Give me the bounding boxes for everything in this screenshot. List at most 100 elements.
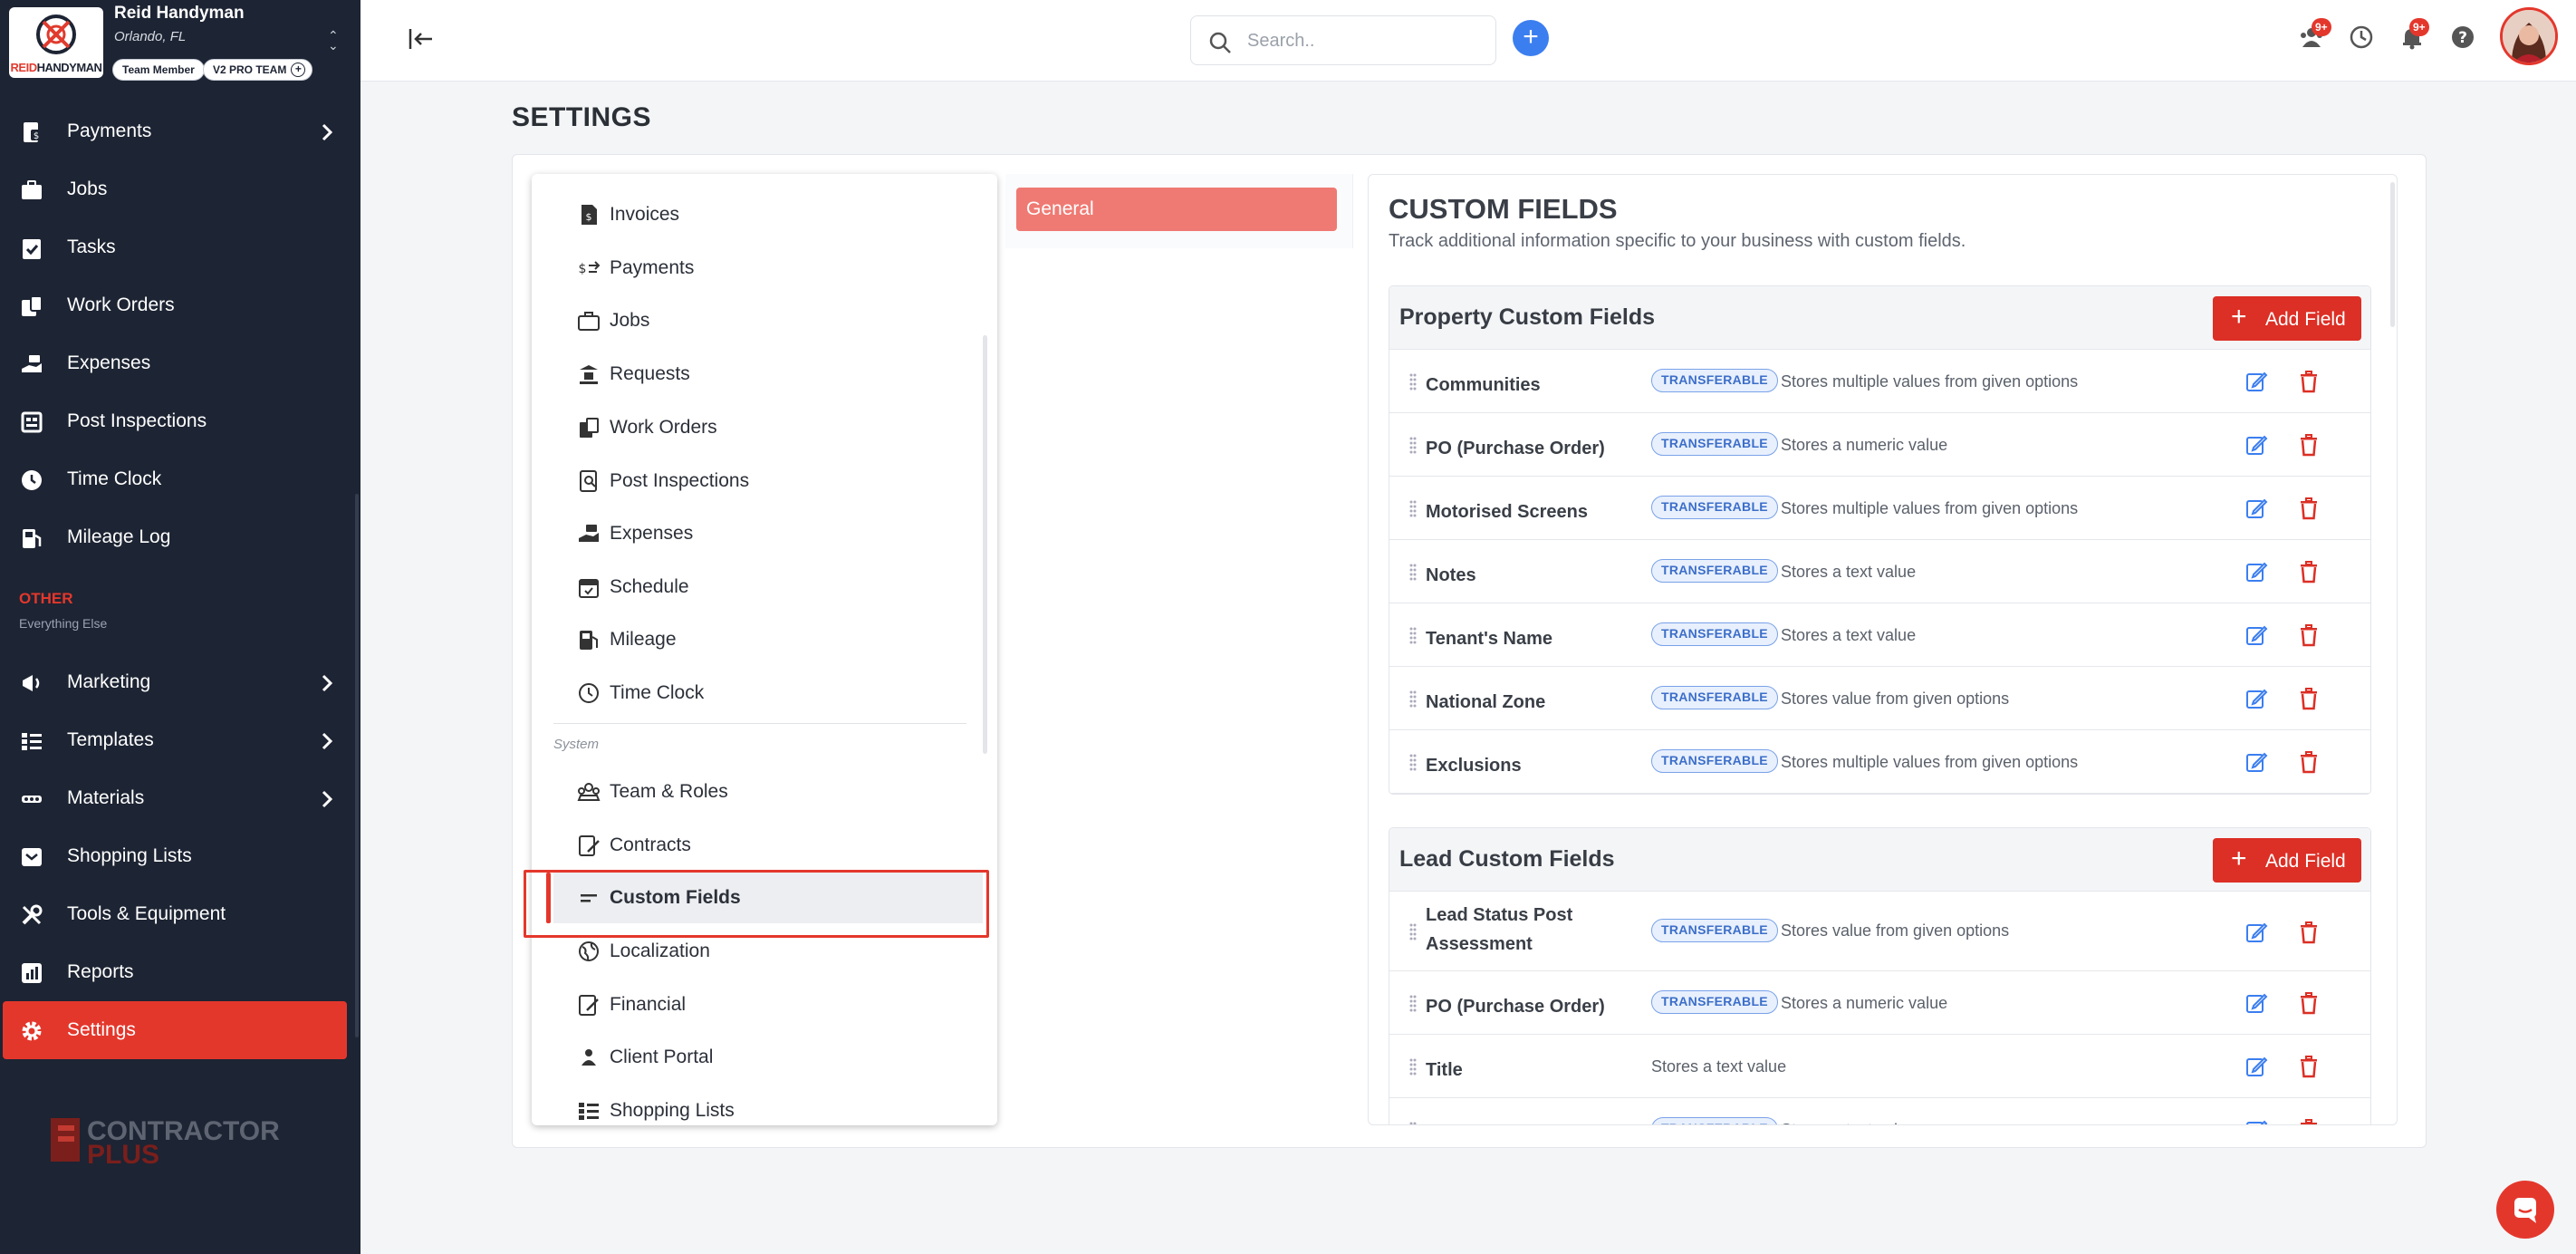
drag-handle-icon[interactable]	[1409, 372, 1417, 391]
edit-icon[interactable]	[2244, 497, 2268, 520]
settings-menu-item-contracts[interactable]: Contracts	[553, 820, 983, 871]
edit-icon[interactable]	[2244, 1055, 2268, 1078]
inspection-icon	[21, 411, 43, 433]
settings-menu-label: Mileage	[610, 629, 677, 650]
sidebar-item-jobs[interactable]: Jobs	[0, 160, 360, 218]
drag-handle-icon[interactable]	[1409, 1121, 1417, 1125]
settings-menu-item-team-roles[interactable]: Team & Roles	[553, 767, 983, 817]
settings-menu-item-expenses[interactable]: Expenses	[553, 508, 983, 559]
clock-icon[interactable]	[2348, 24, 2375, 51]
transferable-badge: TRANSFERABLE	[1651, 369, 1778, 392]
sidebar-item-settings[interactable]: Settings	[3, 1001, 347, 1059]
sidebar-item-post-inspections[interactable]: Post Inspections	[0, 392, 360, 450]
chat-button[interactable]	[2496, 1181, 2554, 1239]
drag-handle-icon[interactable]	[1409, 753, 1417, 771]
collapse-sidebar-icon[interactable]	[408, 25, 435, 53]
sidebar-item-expenses[interactable]: Expenses	[0, 334, 360, 392]
field-type: Stores a numeric value	[1781, 436, 1948, 454]
trash-icon[interactable]	[2298, 560, 2320, 584]
settings-menu-item-post-inspections[interactable]: Post Inspections	[553, 456, 983, 506]
drag-handle-icon[interactable]	[1409, 563, 1417, 581]
business-switcher[interactable]: REIDHANDYMAN Reid Handyman Orlando, FL T…	[0, 0, 360, 87]
add-field-button[interactable]: + Add Field	[2213, 296, 2361, 341]
trash-icon[interactable]	[2298, 921, 2320, 944]
drag-handle-icon[interactable]	[1409, 499, 1417, 517]
edit-icon[interactable]	[2244, 1118, 2268, 1125]
clock-icon	[579, 683, 599, 703]
trash-icon[interactable]	[2298, 433, 2320, 457]
materials-icon	[22, 796, 42, 803]
gear-icon	[22, 1021, 42, 1041]
settings-menu-item-requests[interactable]: Requests	[553, 349, 983, 400]
search-box[interactable]	[1190, 15, 1496, 65]
sidebar-item-templates[interactable]: Templates	[0, 711, 360, 769]
user-avatar[interactable]	[2500, 7, 2558, 65]
settings-menu-item-invoices[interactable]: $ Invoices	[553, 189, 983, 240]
sidebar-item-label: Shopping Lists	[67, 845, 192, 866]
reports-icon	[22, 963, 42, 983]
settings-menu-item-localization[interactable]: Localization	[553, 926, 983, 977]
edit-icon[interactable]	[2244, 560, 2268, 584]
sidebar-item-tasks[interactable]: Tasks	[0, 218, 360, 276]
settings-menu-label: Client Portal	[610, 1047, 714, 1067]
settings-menu-scrollbar[interactable]	[983, 335, 987, 754]
drag-handle-icon[interactable]	[1409, 626, 1417, 644]
edit-icon[interactable]	[2244, 687, 2268, 710]
sidebar-item-work-orders[interactable]: Work Orders	[0, 276, 360, 334]
sidebar-item-time-clock[interactable]: Time Clock	[0, 450, 360, 508]
field-name: PO (Purchase Order)	[1426, 997, 1605, 1017]
edit-icon[interactable]	[2244, 750, 2268, 774]
trash-icon[interactable]	[2298, 1055, 2320, 1078]
settings-menu-item-custom-fields[interactable]: Custom Fields	[546, 873, 983, 923]
settings-menu-item-payments[interactable]: $ Payments	[553, 243, 983, 294]
trash-icon[interactable]	[2298, 1118, 2320, 1125]
section-subtitle: Everything Else	[19, 616, 108, 631]
settings-menu-item-client-portal[interactable]: Client Portal	[553, 1032, 983, 1083]
edit-icon[interactable]	[2244, 433, 2268, 457]
settings-menu-item-work-orders[interactable]: Work Orders	[553, 402, 983, 453]
add-field-button[interactable]: + Add Field	[2213, 838, 2361, 883]
sidebar-item-tools-equipment[interactable]: Tools & Equipment	[0, 885, 360, 943]
trash-icon[interactable]	[2298, 623, 2320, 647]
settings-menu-item-shopping-lists[interactable]: Shopping Lists	[553, 1085, 983, 1125]
settings-menu-label: Financial	[610, 994, 687, 1015]
edit-icon[interactable]	[2244, 623, 2268, 647]
sidebar-item-reports[interactable]: Reports	[0, 943, 360, 1001]
sidebar-item-mileage-log[interactable]: Mileage Log	[0, 508, 360, 566]
sidebar-scrollbar[interactable]	[355, 494, 359, 1037]
settings-menu-item-jobs[interactable]: Jobs	[553, 295, 983, 346]
switch-chevrons-icon[interactable]: ⌃ ⌄	[328, 28, 339, 53]
field-type: Stores a text value	[1781, 626, 1917, 644]
edit-icon[interactable]	[2244, 921, 2268, 944]
settings-menu-item-time-clock[interactable]: Time Clock	[553, 668, 983, 719]
drag-handle-icon[interactable]	[1409, 922, 1417, 940]
settings-menu-label: Shopping Lists	[610, 1100, 735, 1121]
sidebar-item-marketing[interactable]: Marketing	[0, 653, 360, 711]
edit-icon[interactable]	[2244, 991, 2268, 1015]
quick-add-button[interactable]: +	[1513, 20, 1549, 56]
drag-handle-icon[interactable]	[1409, 436, 1417, 454]
trash-icon[interactable]	[2298, 991, 2320, 1015]
sidebar-item-label: Payments	[67, 121, 152, 141]
drag-handle-icon[interactable]	[1409, 1057, 1417, 1076]
help-icon[interactable]: ?	[2449, 24, 2476, 51]
sidebar-item-materials[interactable]: Materials	[0, 769, 360, 827]
settings-menu-item-schedule[interactable]: Schedule	[553, 562, 983, 613]
sidebar-item-shopping-lists[interactable]: Shopping Lists	[0, 827, 360, 885]
trash-icon[interactable]	[2298, 750, 2320, 774]
drag-handle-icon[interactable]	[1409, 690, 1417, 708]
sidebar-item-payments[interactable]: $ Payments	[0, 102, 360, 160]
settings-menu-item-financial[interactable]: Financial	[553, 979, 983, 1030]
settings-menu-item-mileage[interactable]: Mileage	[553, 614, 983, 665]
plan-chip[interactable]: V2 PRO TEAM +	[203, 59, 313, 81]
sidebar-item-label: Mileage Log	[67, 526, 171, 547]
search-input[interactable]	[1247, 27, 1483, 54]
custom-fields-scrollbar[interactable]	[2390, 182, 2395, 327]
trash-icon[interactable]	[2298, 370, 2320, 393]
trash-icon[interactable]	[2298, 687, 2320, 710]
trash-icon[interactable]	[2298, 497, 2320, 520]
contract-icon	[579, 835, 600, 856]
sub-menu-item-general[interactable]: General	[1016, 188, 1337, 231]
drag-handle-icon[interactable]	[1409, 994, 1417, 1012]
edit-icon[interactable]	[2244, 370, 2268, 393]
